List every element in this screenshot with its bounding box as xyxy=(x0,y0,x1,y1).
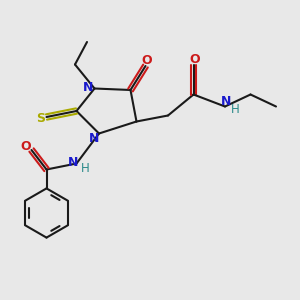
Text: H: H xyxy=(231,103,240,116)
Text: S: S xyxy=(36,112,45,125)
Text: N: N xyxy=(68,156,78,170)
Text: N: N xyxy=(89,132,100,146)
Text: H: H xyxy=(80,162,89,176)
Text: N: N xyxy=(221,94,232,108)
Text: O: O xyxy=(21,140,32,153)
Text: N: N xyxy=(83,81,93,94)
Text: O: O xyxy=(142,54,152,67)
Text: O: O xyxy=(190,52,200,66)
